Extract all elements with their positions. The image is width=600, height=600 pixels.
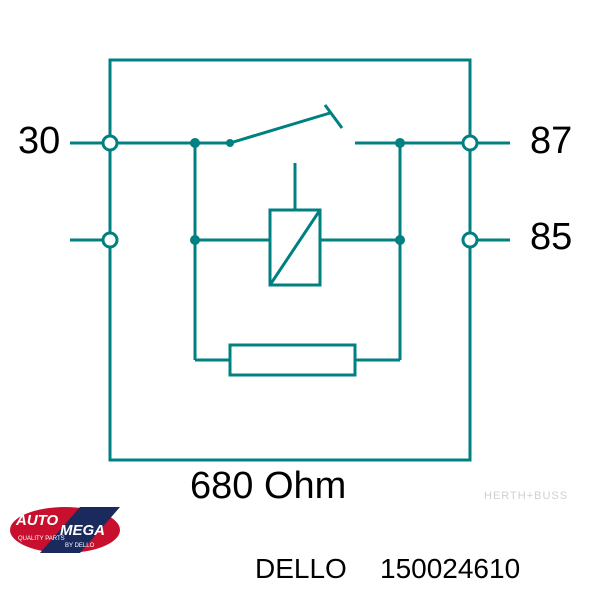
relay-diagram-container: 30 87 85 680 Ohm HERTH+BUSS DELLO 150024… — [0, 0, 600, 600]
pin-label-30: 30 — [18, 120, 60, 163]
brand-label: DELLO — [255, 553, 347, 585]
automega-logo: AUTOMEGAQUALITY PARTSBY DELLO — [10, 505, 120, 555]
svg-text:QUALITY PARTS: QUALITY PARTS — [18, 536, 65, 542]
svg-text:AUTO: AUTO — [15, 512, 59, 529]
watermark-text: HERTH+BUSS — [484, 490, 568, 502]
resistance-label: 680 Ohm — [190, 465, 346, 508]
pin-label-87: 87 — [530, 120, 572, 163]
relay-schematic — [0, 0, 600, 520]
pin-label-85: 85 — [530, 216, 572, 259]
part-number-label: 150024610 — [380, 553, 520, 585]
svg-text:BY DELLO: BY DELLO — [65, 543, 95, 549]
svg-text:MEGA: MEGA — [60, 522, 105, 539]
